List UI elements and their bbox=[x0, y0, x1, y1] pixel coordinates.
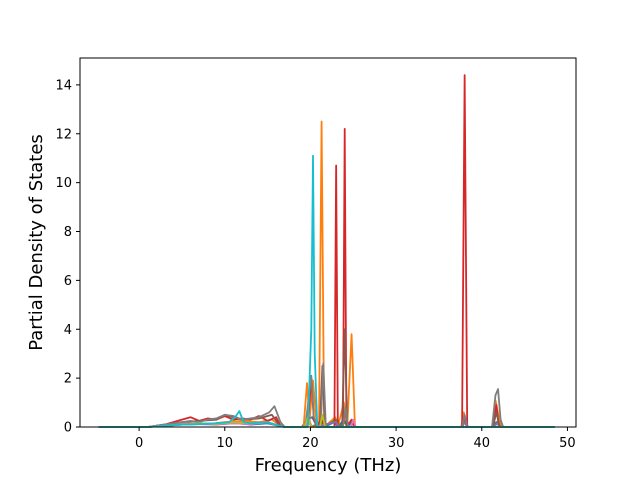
plot-frame bbox=[79, 57, 577, 428]
x-tick-label: 0 bbox=[135, 436, 143, 451]
y-tick-label: 10 bbox=[55, 176, 72, 191]
y-tick-label: 0 bbox=[64, 421, 72, 436]
x-tick-label: 50 bbox=[559, 436, 576, 451]
x-axis-label: Frequency (THz) bbox=[255, 455, 402, 476]
x-tick-label: 20 bbox=[302, 436, 319, 451]
series-line-9 bbox=[98, 154, 555, 428]
x-tick-label: 30 bbox=[388, 436, 405, 451]
y-axis-label: Partial Density of States bbox=[26, 134, 47, 351]
plot-background bbox=[80, 58, 576, 427]
x-axis-ticks: 0 10 20 30 40 50 bbox=[135, 427, 576, 451]
y-axis-ticks: 0 2 4 6 8 10 12 14 bbox=[55, 78, 80, 436]
y-tick-label: 6 bbox=[64, 274, 72, 289]
x-tick-label: 10 bbox=[217, 436, 234, 451]
y-tick-label: 14 bbox=[55, 78, 72, 93]
y-tick-label: 12 bbox=[55, 127, 72, 142]
y-tick-label: 8 bbox=[64, 225, 72, 240]
y-tick-label: 2 bbox=[64, 372, 72, 387]
y-tick-label: 4 bbox=[64, 323, 72, 338]
x-tick-label: 40 bbox=[473, 436, 490, 451]
